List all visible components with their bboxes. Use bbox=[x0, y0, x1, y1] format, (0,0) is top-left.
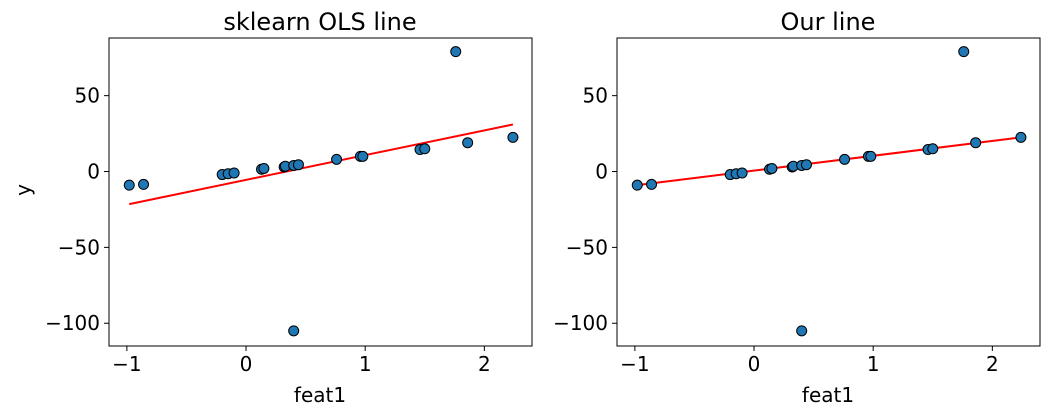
data-point bbox=[507, 131, 519, 143]
data-point bbox=[419, 143, 431, 155]
data-point bbox=[766, 162, 778, 174]
x-tick-label: 1 bbox=[867, 352, 880, 376]
x-tick-label: 2 bbox=[478, 352, 491, 376]
data-point bbox=[288, 325, 300, 337]
y-tick-label: 50 bbox=[583, 84, 608, 108]
x-tick-label: 1 bbox=[359, 352, 372, 376]
axes-frame bbox=[108, 37, 533, 347]
data-point bbox=[462, 137, 474, 149]
data-point bbox=[800, 159, 812, 171]
chart-title: Our line bbox=[781, 8, 876, 36]
y-tick-label: −100 bbox=[45, 311, 100, 335]
data-point bbox=[970, 137, 982, 149]
chart-title: sklearn OLS line bbox=[223, 8, 416, 36]
data-point bbox=[331, 153, 343, 165]
x-tick-label: −1 bbox=[620, 352, 649, 376]
data-point bbox=[1015, 131, 1027, 143]
data-point bbox=[839, 153, 851, 165]
y-axis-label: y bbox=[11, 184, 35, 196]
x-tick-label: −1 bbox=[112, 352, 141, 376]
data-point bbox=[228, 167, 240, 179]
x-tick-label: 2 bbox=[986, 352, 999, 376]
data-point bbox=[736, 167, 748, 179]
fit-line bbox=[129, 123, 514, 206]
data-point bbox=[123, 179, 135, 191]
y-tick-label: 0 bbox=[595, 160, 608, 184]
chart-panel-our-line: Our line −1 0 1 2 50 0 −50 −100 feat1 bbox=[553, 8, 1041, 407]
axes-frame bbox=[616, 37, 1041, 347]
data-point bbox=[631, 179, 643, 191]
y-tick-label: −50 bbox=[566, 235, 608, 259]
data-point bbox=[292, 159, 304, 171]
data-point bbox=[450, 46, 462, 58]
data-point bbox=[258, 162, 270, 174]
x-tick-label: 0 bbox=[748, 352, 761, 376]
fit-line bbox=[637, 136, 1022, 187]
data-point bbox=[958, 46, 970, 58]
y-tick-label: −50 bbox=[58, 235, 100, 259]
plot-area: −1 0 1 2 50 0 −50 −100 bbox=[45, 37, 533, 376]
data-point bbox=[927, 143, 939, 155]
y-tick-label: 50 bbox=[75, 84, 100, 108]
data-point bbox=[646, 178, 658, 190]
chart-panel-sklearn-ols: sklearn OLS line −1 0 1 2 50 0 −50 −100 feat1 y bbox=[11, 8, 533, 407]
y-tick-label: 0 bbox=[87, 160, 100, 184]
data-point bbox=[357, 150, 369, 162]
plot-area: −1 0 1 2 50 0 −50 −100 bbox=[553, 37, 1041, 376]
x-axis-label: feat1 bbox=[802, 383, 854, 407]
x-tick-label: 0 bbox=[240, 352, 253, 376]
x-axis-label: feat1 bbox=[294, 383, 346, 407]
data-point bbox=[796, 325, 808, 337]
data-point bbox=[865, 150, 877, 162]
y-tick-label: −100 bbox=[553, 311, 608, 335]
data-point bbox=[138, 178, 150, 190]
